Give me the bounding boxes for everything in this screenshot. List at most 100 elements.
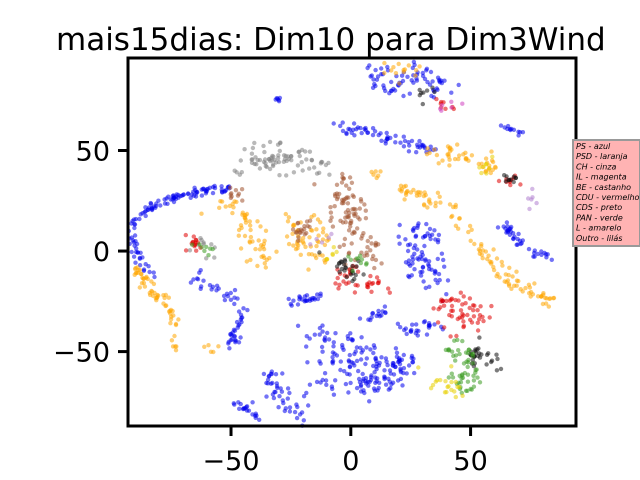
scatter-point-laranja (243, 234, 247, 238)
scatter-point-laranja (422, 202, 426, 206)
scatter-point-azul (200, 187, 204, 191)
scatter-point-azul (163, 201, 167, 205)
scatter-point-laranja (500, 263, 504, 267)
scatter-point-azul (332, 393, 336, 397)
scatter-point-laranja (446, 144, 450, 148)
scatter-point-laranja (245, 259, 249, 263)
scatter-point-laranja (497, 275, 501, 279)
scatter-point-azul (199, 287, 203, 291)
scatter-point-laranja (262, 239, 266, 243)
scatter-point-verde (473, 368, 477, 372)
scatter-point-azul (232, 402, 236, 406)
scatter-point-azul (280, 371, 284, 375)
scatter-point-preto (477, 351, 481, 355)
scatter-point-azul (305, 334, 309, 338)
scatter-point-azul (531, 254, 535, 258)
scatter-point-lilas (527, 207, 531, 211)
scatter-point-azul (508, 128, 512, 132)
scatter-point-azul (420, 270, 424, 274)
scatter-point-laranja (274, 250, 278, 254)
scatter-point-castanho (362, 202, 366, 206)
scatter-point-verde (472, 378, 476, 382)
scatter-point-cinza (278, 149, 282, 153)
scatter-point-laranja (466, 230, 470, 234)
scatter-point-laranja (299, 253, 303, 257)
scatter-points (127, 60, 557, 428)
scatter-point-azul (302, 418, 306, 422)
scatter-point-laranja (437, 161, 441, 165)
scatter-point-castanho (342, 243, 346, 247)
scatter-point-vermelho (366, 285, 370, 289)
scatter-point-laranja (174, 348, 178, 352)
scatter-point-vermelho (347, 280, 351, 284)
scatter-point-azul (430, 79, 434, 83)
scatter-point-azul (250, 400, 254, 404)
scatter-point-azul (338, 124, 342, 128)
scatter-point-castanho (366, 239, 370, 243)
scatter-point-laranja (209, 350, 213, 354)
scatter-point-amarelo (443, 379, 447, 383)
scatter-point-azul (176, 196, 180, 200)
scatter-point-laranja (425, 146, 429, 150)
scatter-point-azul (327, 337, 331, 341)
scatter-point-azul (397, 235, 401, 239)
scatter-point-azul (359, 383, 363, 387)
scatter-point-azul (152, 275, 156, 279)
scatter-point-azul (367, 399, 371, 403)
scatter-point-azul (275, 384, 279, 388)
scatter-point-azul (408, 92, 412, 96)
scatter-point-laranja (287, 242, 291, 246)
scatter-point-azul (287, 391, 291, 395)
scatter-point-azul (384, 139, 388, 143)
scatter-point-azul (274, 372, 278, 376)
scatter-point-vermelho (480, 315, 484, 319)
scatter-point-laranja (479, 244, 483, 248)
scatter-point-azul (377, 381, 381, 385)
scatter-point-preto (425, 88, 429, 92)
scatter-point-preto (432, 90, 436, 94)
scatter-point-azul (373, 68, 377, 72)
scatter-point-azul (422, 244, 426, 248)
scatter-point-azul (412, 371, 416, 375)
scatter-point-azul (192, 186, 196, 190)
scatter-point-laranja (397, 62, 401, 66)
scatter-point-verde (450, 350, 454, 354)
scatter-point-castanho (350, 181, 354, 185)
scatter-point-azul (347, 358, 351, 362)
scatter-point-cinza (258, 166, 262, 170)
scatter-point-laranja (135, 265, 139, 269)
scatter-point-azul (403, 139, 407, 143)
scatter-point-azul (398, 141, 402, 145)
scatter-point-verde (456, 348, 460, 352)
scatter-point-laranja (507, 273, 511, 277)
scatter-point-azul (415, 256, 419, 260)
scatter-point-cinza (268, 159, 272, 163)
scatter-point-laranja (527, 283, 531, 287)
scatter-point-laranja (500, 260, 504, 264)
y-tick-label: −50 (53, 338, 110, 369)
scatter-point-verde (471, 361, 475, 365)
scatter-point-amarelo (435, 378, 439, 382)
scatter-point-laranja (255, 219, 259, 223)
scatter-point-verde (451, 375, 455, 379)
scatter-point-laranja (382, 61, 386, 65)
scatter-point-amarelo (443, 390, 447, 394)
scatter-point-cinza (250, 161, 254, 165)
scatter-point-azul (227, 340, 231, 344)
scatter-point-laranja (199, 212, 203, 216)
scatter-point-laranja (472, 242, 476, 246)
scatter-point-azul (550, 258, 554, 262)
scatter-point-azul (407, 149, 411, 153)
scatter-point-vermelho (336, 286, 340, 290)
scatter-point-laranja (440, 158, 444, 162)
scatter-point-laranja (306, 267, 310, 271)
scatter-point-castanho (229, 194, 233, 198)
scatter-point-laranja (284, 212, 288, 216)
scatter-point-azul (134, 246, 138, 250)
scatter-point-laranja (154, 298, 158, 302)
scatter-point-amarelo (449, 380, 453, 384)
scatter-point-castanho (340, 180, 344, 184)
scatter-point-laranja (436, 191, 440, 195)
scatter-point-vermelho (476, 321, 480, 325)
scatter-point-vermelho (376, 281, 380, 285)
